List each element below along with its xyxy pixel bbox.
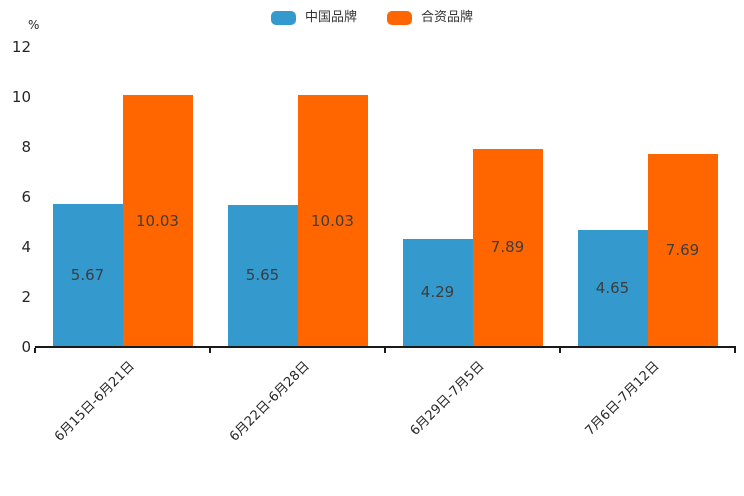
legend-swatch-joint-venture-brands — [387, 11, 412, 25]
bar-value-label: 10.03 — [311, 211, 354, 230]
bar-合资品牌-6月22日-6月28日[interactable] — [297, 95, 368, 346]
legend-label-joint-venture-brands: 合资品牌 — [421, 10, 474, 25]
bar-value-label: 7.69 — [665, 240, 700, 259]
y-tick-label-0: 0 — [21, 338, 31, 356]
legend-label-china-brands: 中国品牌 — [304, 10, 357, 25]
x-axis-tick — [34, 348, 36, 353]
y-tick-label-6: 6 — [21, 188, 31, 206]
x-category-label: 6月15日-6月21日 — [52, 358, 138, 445]
x-category-label: 7月6日-7月12日 — [582, 358, 663, 439]
bar-中国品牌-6月29日-7月5日[interactable] — [402, 238, 473, 346]
bar-value-label: 7.89 — [490, 238, 525, 257]
y-tick-label-10: 10 — [11, 88, 31, 106]
x-axis-line — [35, 346, 736, 348]
bar-中国品牌-7月6日-7月12日[interactable] — [577, 229, 648, 346]
y-tick-label-2: 2 — [21, 288, 31, 306]
legend-item-joint-venture-brands[interactable]: 合资品牌 — [387, 11, 473, 25]
bar-中国品牌-6月15日-6月21日[interactable] — [52, 204, 123, 346]
bar-value-label: 4.65 — [595, 278, 630, 297]
y-tick-label-8: 8 — [21, 138, 31, 156]
x-axis-tick — [734, 348, 736, 353]
bar-合资品牌-6月29日-7月5日[interactable] — [472, 148, 543, 346]
x-category-label: 6月29日-7月5日 — [407, 358, 488, 439]
bar-value-label: 5.67 — [70, 266, 105, 285]
y-tick-label-12: 12 — [11, 38, 31, 56]
bar-value-label: 10.03 — [136, 211, 179, 230]
bar-value-label: 5.65 — [245, 266, 280, 285]
x-axis-tick — [384, 348, 386, 353]
legend-swatch-china-brands — [270, 11, 296, 25]
legend-item-china-brands[interactable]: 中国品牌 — [270, 10, 357, 25]
bar-中国品牌-6月22日-6月28日[interactable] — [227, 204, 298, 346]
x-axis-tick — [559, 348, 561, 353]
bar-value-label: 4.29 — [420, 283, 455, 302]
y-axis-unit-label: % — [28, 18, 40, 32]
legend: 中国品牌 合资品牌 — [0, 8, 744, 28]
x-category-label: 6月22日-6月28日 — [227, 358, 313, 445]
x-axis-tick — [209, 348, 211, 353]
y-tick-label-4: 4 — [21, 238, 31, 256]
bar-合资品牌-6月15日-6月21日[interactable] — [122, 95, 193, 346]
bar-合资品牌-7月6日-7月12日[interactable] — [647, 153, 718, 346]
